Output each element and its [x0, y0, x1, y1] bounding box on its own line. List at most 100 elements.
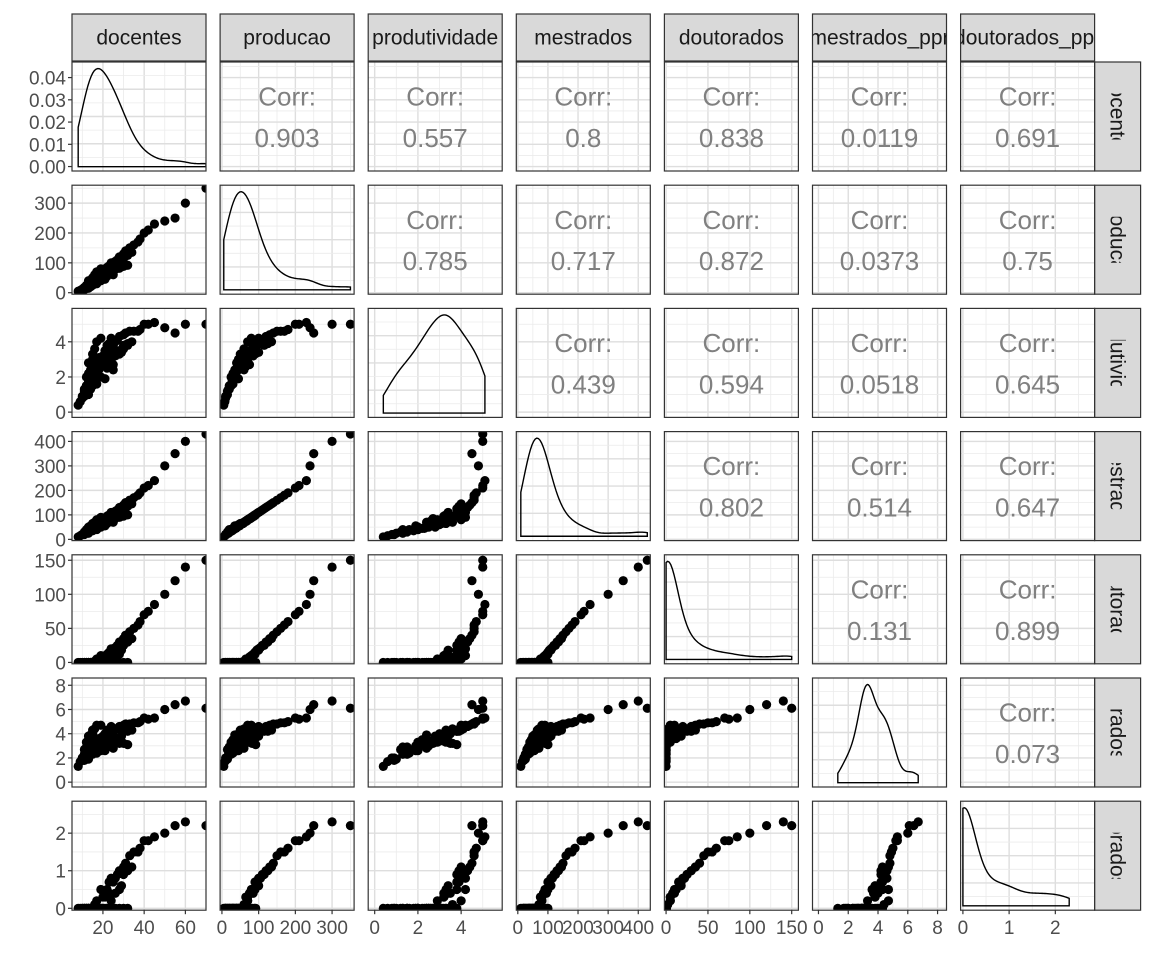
panel-border — [663, 61, 800, 172]
corr-label: Corr: — [999, 205, 1057, 235]
scatter-point — [160, 323, 170, 333]
scatter-points — [378, 696, 490, 772]
scatter-point — [180, 696, 190, 706]
scatter-point — [294, 836, 304, 846]
x-tick-label: 40 — [134, 918, 155, 939]
y-axis-docentes: 0.000.010.020.030.04 — [29, 69, 72, 179]
scatter-point — [413, 657, 423, 664]
panel-doutorados_ppr-mestrados — [515, 800, 651, 911]
x-tick-label: 8 — [932, 918, 943, 939]
x-tick-label: 300 — [592, 918, 624, 939]
scatter-point — [301, 599, 311, 610]
scatter-points — [378, 431, 490, 541]
scatter-point — [143, 225, 153, 235]
y-tick-label: 0.02 — [29, 113, 66, 134]
scatter-points — [220, 317, 355, 410]
panel-border — [515, 184, 651, 295]
scatter-point — [471, 488, 481, 498]
panel-border — [367, 554, 503, 665]
panel-border — [219, 431, 355, 542]
scatter-point — [402, 526, 412, 536]
scatter-point — [221, 657, 231, 664]
scatter-point — [888, 843, 898, 853]
scatter-point — [467, 858, 477, 868]
x-tick-label: 300 — [316, 918, 348, 939]
corr-label: Corr: — [851, 574, 909, 604]
x-tick-label: 6 — [902, 918, 913, 939]
corr-value: 0.717 — [551, 246, 616, 276]
scatter-point — [283, 616, 293, 627]
row-strip-produtividade: produtividade — [1093, 307, 1142, 418]
panel-border — [811, 307, 948, 418]
scatter-point — [309, 449, 319, 459]
scatter-point — [745, 704, 755, 715]
corr-value: 0.899 — [995, 616, 1060, 646]
panel-border — [959, 184, 1096, 295]
panel-border — [219, 554, 355, 665]
y-tick-label: 0 — [55, 403, 66, 424]
y-tick-label: 100 — [34, 585, 66, 606]
scatter-point — [106, 896, 116, 906]
scatter-points — [220, 817, 355, 911]
panel-mestrados_ppr-doutorados — [663, 677, 800, 788]
scatter-point — [402, 657, 412, 664]
row-strip-mestrados: mestrados — [1093, 431, 1142, 542]
scatter-point — [241, 657, 251, 664]
y-tick-label: 4 — [55, 333, 66, 354]
panel-produtividade-mestrados: Corr: 0.439 — [515, 307, 651, 418]
panel-producao-doutorados_ppr: Corr: 0.75 — [959, 184, 1096, 295]
panel-border — [663, 307, 800, 418]
scatter-point — [266, 499, 277, 509]
y-tick-label: 100 — [34, 506, 66, 527]
corr-label: Corr: — [851, 328, 909, 358]
x-tick-label: 200 — [562, 918, 594, 939]
panel-mestrados-doutorados_ppr: Corr: 0.647 — [959, 431, 1096, 542]
scatter-points — [73, 696, 206, 772]
scatter-point — [241, 737, 251, 747]
panel-border — [663, 184, 800, 295]
corr-value: 0.645 — [995, 369, 1060, 399]
scatter-point — [456, 499, 466, 509]
density-curve-mestrados_ppr — [837, 683, 919, 784]
scatter-point — [305, 828, 315, 838]
column-strip-label: mestrados_ppr — [809, 27, 949, 50]
corr-value: 0.802 — [699, 493, 764, 523]
density-curve-produtividade — [382, 314, 486, 414]
scatter-point — [160, 704, 170, 715]
scatter-point — [467, 449, 477, 459]
panel-producao-docentes — [71, 184, 207, 295]
scatter-point — [345, 555, 355, 565]
row-strip-doutorados_ppr: doutorados_ppr — [1093, 800, 1142, 911]
scatter-points — [516, 555, 651, 664]
scatter-point — [556, 633, 567, 644]
scatter-point — [283, 324, 293, 335]
scatter-points — [664, 696, 797, 772]
scatter-point — [266, 862, 277, 872]
y-tick-label: 100 — [34, 254, 66, 275]
scatter-points — [220, 431, 355, 541]
panel-docentes-mestrados: Corr: 0.8 — [515, 61, 651, 172]
y-tick-label: 1 — [55, 862, 66, 883]
scatter-point — [478, 431, 488, 439]
scatter-point — [546, 881, 556, 891]
scatter-point — [345, 703, 355, 713]
corr-value: 0.0119 — [841, 123, 919, 153]
scatter-point — [143, 606, 153, 616]
scatter-point — [732, 713, 742, 723]
panel-border — [959, 61, 1096, 172]
panel-doutorados_ppr-doutorados — [663, 800, 800, 911]
y-tick-label: 0.03 — [29, 91, 66, 112]
x-tick-label: 100 — [734, 918, 766, 939]
scatter-point — [294, 714, 304, 724]
corr-label: Corr: — [703, 328, 761, 358]
scatter-point — [79, 391, 89, 401]
panel-border — [71, 800, 207, 911]
panel-mestrados_ppr-mestrados_ppr — [811, 677, 948, 788]
panel-border — [959, 554, 1096, 665]
panel-border — [367, 431, 503, 542]
corr-value: 0.903 — [255, 123, 320, 153]
scatter-point — [301, 475, 311, 486]
